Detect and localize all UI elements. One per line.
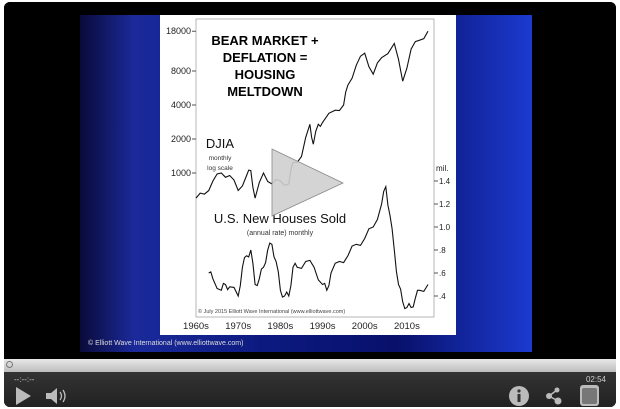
progress-bar[interactable] [4, 359, 616, 372]
progress-handle[interactable] [6, 361, 13, 368]
right-tick-label: .6 [439, 269, 446, 278]
play-icon[interactable] [16, 387, 32, 405]
left-tick-label: 18000 [166, 26, 191, 36]
plot-frame [195, 18, 435, 318]
x-tick-label: 2000s [352, 321, 378, 332]
series-line-djia [195, 30, 429, 199]
series-label: U.S. New Houses Sold [214, 211, 346, 226]
series-sublabel: (annual rate) monthly [247, 230, 314, 237]
right-tick-label: 1.0 [439, 223, 451, 232]
info-icon[interactable] [509, 386, 529, 406]
share-icon[interactable] [544, 386, 564, 406]
right-axis-unit: mil. [436, 164, 448, 173]
copyright-text: © Elliott Wave International (www.elliot… [88, 340, 244, 347]
right-tick-label: 1.2 [439, 200, 451, 209]
x-tick-label: 1960s [183, 321, 209, 332]
x-tick-label: 1970s [225, 321, 251, 332]
right-tick-label: .4 [439, 292, 446, 301]
chart-svg: 1000 2000 4000 8000 18000 .4 .6 .8 1.0 1.2 1.4 mil.… [166, 18, 451, 332]
series-sublabel: log scale [207, 165, 233, 172]
x-tick-label: 1980s [267, 321, 293, 332]
chart-title-line: BEAR MARKET + [211, 33, 319, 48]
control-bar: --:--:-- 02:54 [4, 372, 616, 407]
chart-credit: © July 2015 Elliott Wave International (… [198, 308, 345, 315]
chart-title-line: HOUSING [235, 67, 296, 82]
big-play-icon[interactable] [271, 148, 344, 217]
left-tick-label: 1000 [171, 168, 191, 178]
left-tick-label: 8000 [171, 66, 191, 76]
current-time: --:--:-- [14, 375, 35, 384]
chart-title-line: MELTDOWN [227, 84, 303, 99]
play-overlay[interactable] [4, 2, 616, 357]
right-tick-label: .8 [439, 246, 446, 255]
left-tick-label: 2000 [171, 134, 191, 144]
series-sublabel: monthly [209, 155, 233, 162]
video-stage[interactable]: 1000 2000 4000 8000 18000 .4 .6 .8 1.0 1.2 1.4 mil.… [4, 2, 616, 357]
video-player[interactable]: 1000 2000 4000 8000 18000 .4 .6 .8 1.0 1.2 1.4 mil.… [4, 2, 616, 407]
series-line-houses [208, 184, 429, 310]
series-label: DJIA [206, 136, 235, 151]
right-tick-label: 1.4 [439, 177, 451, 186]
duration: 02:54 [585, 375, 606, 384]
x-tick-label: 2010s [394, 321, 420, 332]
x-tick-label: 1990s [310, 321, 336, 332]
left-tick-label: 4000 [171, 100, 191, 110]
chart-title-line: DEFLATION = [223, 50, 308, 65]
volume-icon[interactable] [46, 387, 68, 405]
fullscreen-icon[interactable] [580, 385, 600, 406]
